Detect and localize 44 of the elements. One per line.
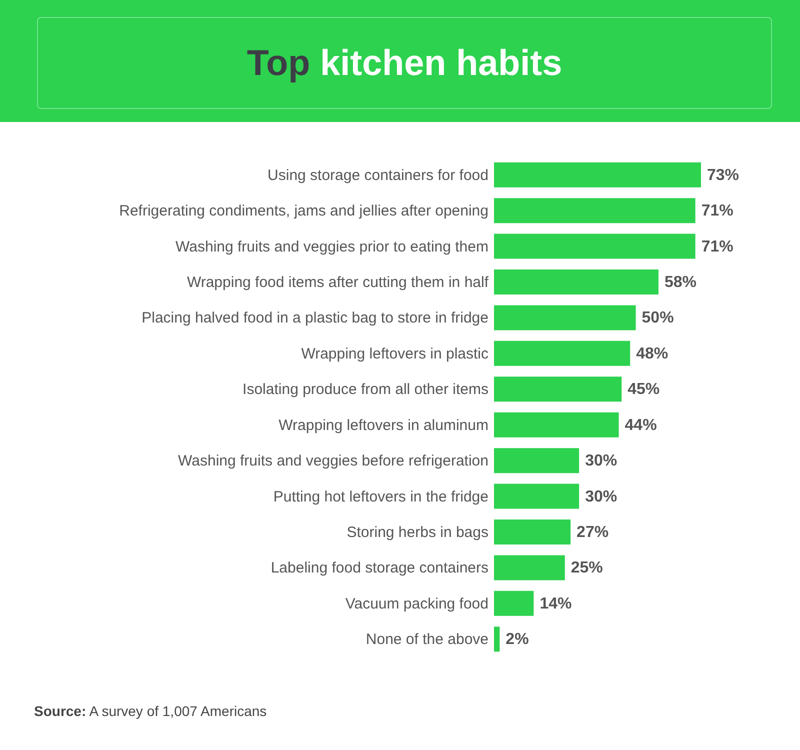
source-note: Source: A survey of 1,007 Americans bbox=[34, 703, 267, 719]
y-tick-label: Wrapping food items after cutting them in half bbox=[186, 274, 490, 291]
data-label: 50% bbox=[642, 310, 674, 327]
bar bbox=[494, 270, 658, 294]
y-tick-label: Storing herbs in bags bbox=[346, 524, 488, 541]
data-label: 48% bbox=[636, 345, 668, 362]
data-label: 14% bbox=[540, 595, 572, 612]
bar bbox=[494, 162, 701, 188]
data-label: 27% bbox=[576, 524, 609, 541]
bar bbox=[494, 555, 565, 580]
bar bbox=[494, 376, 622, 402]
y-tick-label: Isolating produce from all other items bbox=[242, 381, 488, 398]
y-tick-label: Putting hot leftovers in the fridge bbox=[273, 488, 488, 506]
y-tick-label: Wrapping leftovers in plastic bbox=[301, 345, 489, 362]
y-tick-label: None of the above bbox=[366, 631, 488, 648]
y-tick-label: Using storage containers for food bbox=[268, 166, 488, 184]
bar bbox=[494, 448, 580, 474]
bar bbox=[494, 305, 636, 330]
y-tick-label: Washing fruits and veggies before refrigeration bbox=[178, 452, 488, 470]
y-tick-label: Labeling food storage containers bbox=[270, 560, 488, 577]
bar bbox=[494, 590, 534, 616]
data-label: 45% bbox=[628, 381, 660, 398]
y-tick-label: Vacuum packing food bbox=[345, 595, 488, 612]
bar bbox=[494, 198, 696, 224]
data-label: 30% bbox=[585, 488, 618, 506]
bar bbox=[494, 520, 571, 544]
bar bbox=[494, 484, 580, 509]
data-label: 58% bbox=[664, 274, 696, 291]
bar bbox=[494, 234, 696, 259]
data-label: 25% bbox=[570, 560, 603, 577]
data-label: 73% bbox=[707, 166, 740, 184]
data-label: 2% bbox=[506, 631, 529, 648]
y-tick-label: Refrigerating condiments, jams and jellies after opening bbox=[119, 202, 488, 220]
y-tick-label: Placing halved food in a plastic bag to store in fridge bbox=[142, 310, 488, 327]
bar bbox=[494, 626, 500, 652]
bar bbox=[494, 340, 630, 366]
bar bbox=[494, 412, 619, 438]
data-label: 71% bbox=[701, 238, 734, 256]
chart-title: Top kitchen habits bbox=[246, 42, 562, 84]
data-label: 44% bbox=[624, 416, 657, 434]
y-tick-label: Wrapping leftovers in aluminum bbox=[278, 416, 488, 434]
data-label: 30% bbox=[585, 452, 618, 470]
y-tick-label: Washing fruits and veggies prior to eating them bbox=[176, 238, 488, 256]
data-label: 71% bbox=[701, 202, 734, 220]
